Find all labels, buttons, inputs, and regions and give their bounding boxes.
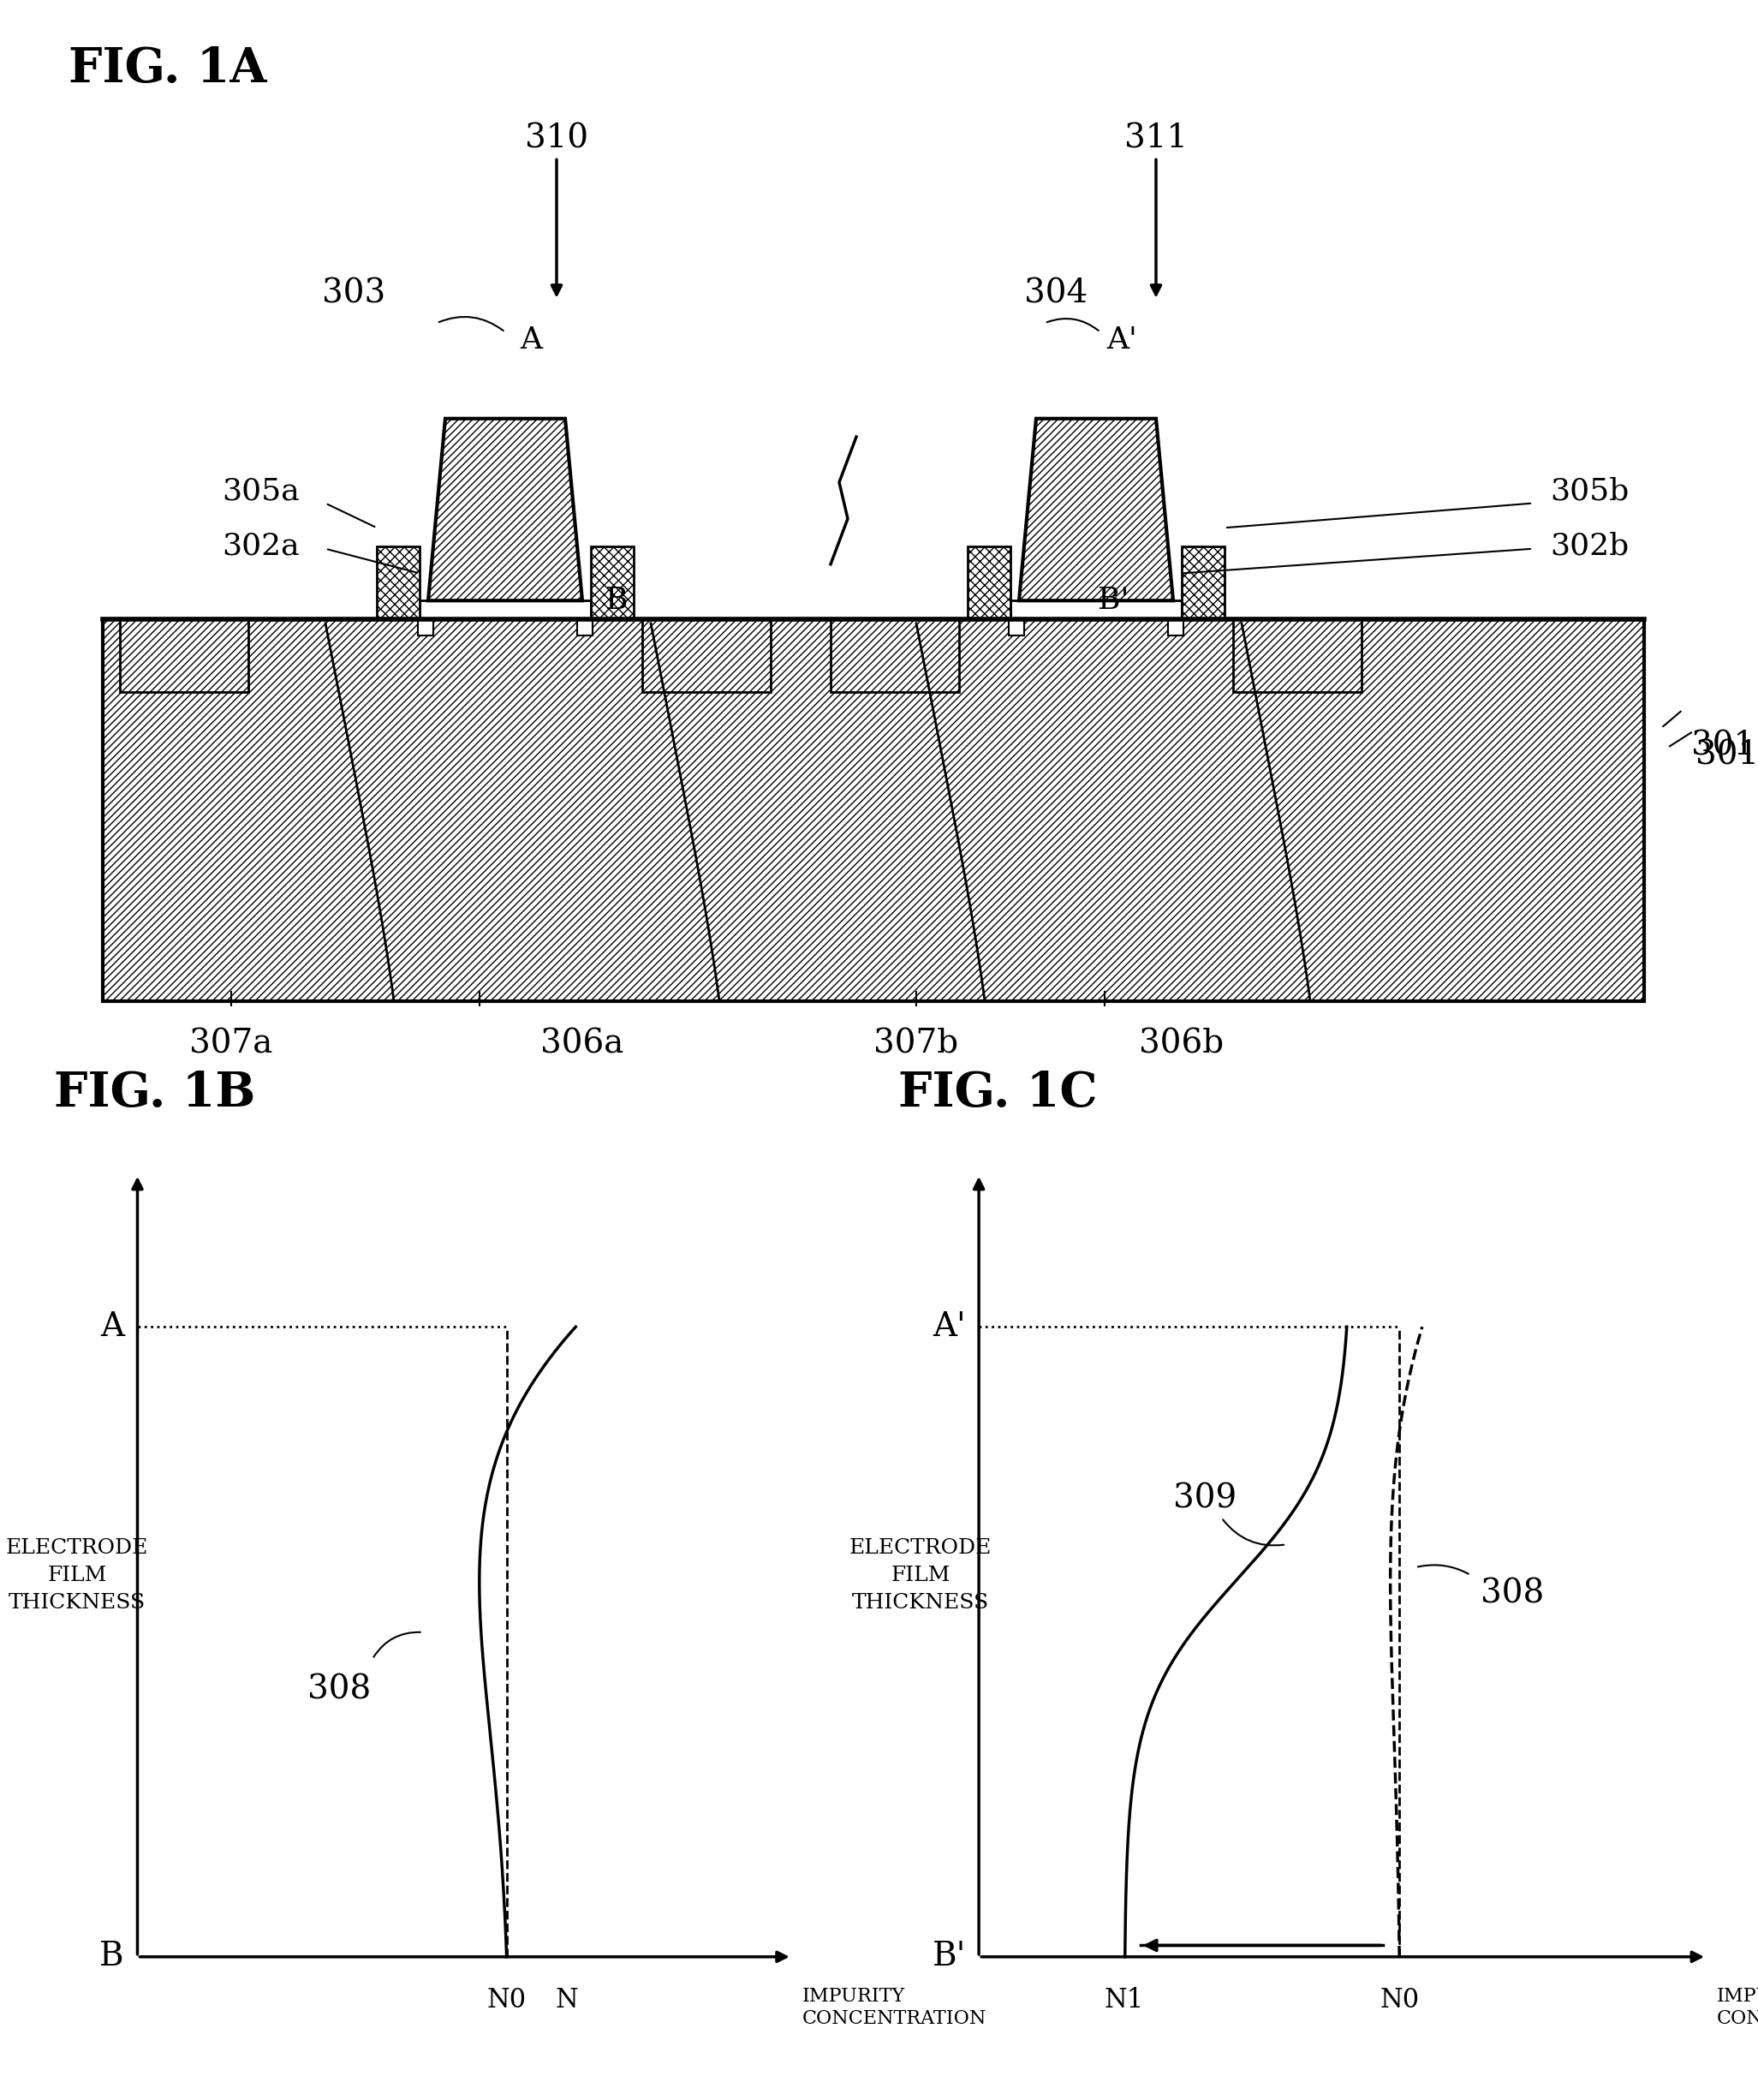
Text: 306b: 306b	[1139, 1029, 1224, 1060]
Text: A': A'	[1106, 326, 1137, 355]
Text: B: B	[100, 1940, 125, 1972]
Text: 305a: 305a	[222, 477, 299, 506]
Text: 304: 304	[1023, 277, 1088, 309]
Text: IMPURITY
CONCENTRATION: IMPURITY CONCENTRATION	[1716, 1987, 1758, 2029]
Text: 306a: 306a	[541, 1029, 624, 1060]
Text: 301: 301	[1695, 739, 1758, 771]
Bar	[830, 620, 960, 691]
Bar	[418, 620, 432, 634]
Bar	[967, 546, 1011, 620]
Text: 310: 310	[526, 124, 589, 294]
Text: 301: 301	[1691, 731, 1754, 762]
Polygon shape	[1020, 418, 1173, 601]
Text: A': A'	[933, 1310, 965, 1342]
Text: FIG. 1A: FIG. 1A	[69, 46, 267, 92]
Text: 305b: 305b	[1551, 477, 1630, 506]
Text: 307a: 307a	[190, 1029, 272, 1060]
Bar	[120, 620, 248, 691]
Text: 302a: 302a	[222, 531, 299, 561]
Text: N1: N1	[1104, 1987, 1144, 2014]
Text: IMPURITY
CONCENTRATION: IMPURITY CONCENTRATION	[802, 1987, 986, 2029]
Bar	[642, 620, 770, 691]
Bar	[1181, 546, 1225, 620]
Text: N: N	[556, 1987, 578, 2014]
Text: 308: 308	[308, 1674, 371, 1705]
Polygon shape	[429, 418, 582, 601]
Text: ELECTRODE
FILM
THICKNESS: ELECTRODE FILM THICKNESS	[5, 1537, 148, 1613]
Bar	[376, 546, 420, 620]
Bar	[1232, 620, 1361, 691]
Bar	[102, 620, 1644, 1002]
Text: 308: 308	[1480, 1579, 1544, 1611]
Text: FIG. 1B: FIG. 1B	[53, 1069, 255, 1117]
Text: B': B'	[1097, 586, 1129, 615]
Text: N0: N0	[1380, 1987, 1419, 2014]
Text: B': B'	[932, 1940, 965, 1972]
Text: FIG. 1C: FIG. 1C	[898, 1069, 1097, 1117]
Text: N0: N0	[487, 1987, 526, 2014]
Text: B: B	[605, 586, 628, 615]
Bar	[1009, 620, 1025, 634]
Bar	[591, 546, 633, 620]
Text: A: A	[100, 1310, 125, 1342]
Text: A: A	[520, 326, 541, 355]
Text: ELECTRODE
FILM
THICKNESS: ELECTRODE FILM THICKNESS	[849, 1537, 992, 1613]
Bar	[1167, 620, 1183, 634]
Bar	[1011, 601, 1181, 620]
Text: 309: 309	[1173, 1483, 1236, 1514]
Text: 303: 303	[322, 277, 385, 309]
Bar	[420, 601, 591, 620]
Text: 311: 311	[1125, 124, 1188, 294]
Bar	[577, 620, 592, 634]
Text: 307b: 307b	[874, 1029, 958, 1060]
Text: 302b: 302b	[1551, 531, 1630, 561]
